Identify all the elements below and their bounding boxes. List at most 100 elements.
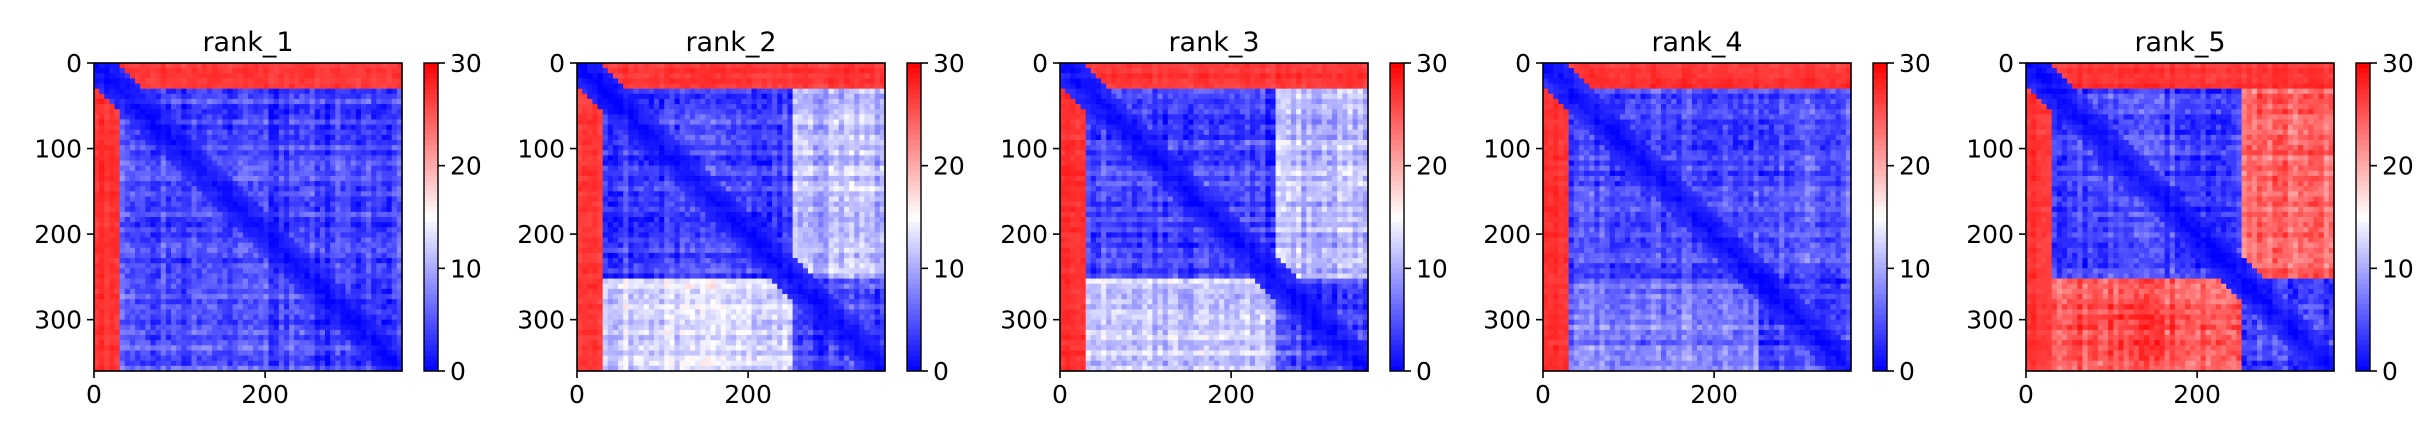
heatmap-cell (145, 186, 152, 192)
heatmap-cell (319, 109, 326, 115)
heatmap-cell (689, 73, 696, 79)
heatmap-cell (355, 294, 362, 300)
heatmap-cell (191, 186, 198, 192)
heatmap-cell (330, 227, 336, 233)
heatmap-cell (618, 68, 624, 74)
heatmap-cell (761, 93, 768, 100)
heatmap-cell (325, 175, 331, 182)
heatmap-cell (217, 273, 223, 280)
heatmap-cell (345, 165, 352, 172)
heatmap-cell (289, 211, 295, 218)
heatmap-cell (212, 252, 218, 259)
heatmap-cell (325, 134, 331, 141)
heatmap-cell (196, 350, 203, 357)
heatmap-cell (838, 83, 845, 90)
heatmap-cell (731, 129, 737, 136)
heatmap-cell (278, 88, 285, 95)
heatmap-cell (612, 73, 619, 79)
heatmap-cell (345, 252, 352, 259)
heatmap-cell (720, 124, 727, 131)
heatmap-cell (201, 222, 208, 228)
heatmap-cell (150, 345, 157, 352)
heatmap-cell (242, 294, 249, 300)
heatmap-cell (283, 227, 290, 233)
heatmap-cell (181, 201, 187, 208)
heatmap-cell (659, 114, 665, 121)
heatmap-cell (232, 242, 239, 249)
heatmap-cell (196, 98, 203, 105)
heatmap-cell (802, 83, 809, 90)
heatmap-cell (109, 360, 116, 367)
heatmap-cell (94, 232, 100, 239)
heatmap-cell (94, 252, 100, 259)
heatmap-cell (355, 191, 362, 198)
heatmap-cell (396, 150, 403, 156)
heatmap-cell (674, 129, 681, 136)
heatmap-cell (268, 211, 275, 218)
heatmap-cell (335, 222, 341, 228)
heatmap-cell (304, 319, 311, 326)
heatmap-cell (381, 252, 388, 259)
heatmap-cell (607, 134, 614, 141)
heatmap-cell (381, 109, 388, 115)
heatmap-cell (104, 165, 110, 172)
heatmap-cell (104, 278, 110, 285)
heatmap-cell (643, 124, 650, 131)
heatmap-cell (386, 329, 393, 336)
heatmap-cell (104, 175, 110, 182)
heatmap-cell (597, 145, 604, 151)
heatmap-cell (607, 63, 614, 69)
heatmap-cell (237, 319, 244, 326)
heatmap-cell (607, 93, 614, 100)
heatmap-cell (109, 247, 116, 254)
heatmap-cell (345, 365, 352, 372)
heatmap-cell (237, 268, 244, 275)
heatmap-cell (258, 150, 264, 156)
heatmap-cell (176, 98, 182, 105)
heatmap-cell (237, 283, 244, 290)
heatmap-cell (325, 191, 331, 198)
heatmap-cell (766, 68, 773, 74)
heatmap-cell (258, 165, 264, 172)
heatmap-cell (741, 98, 747, 105)
heatmap-cell (864, 88, 871, 95)
heatmap-cell (684, 170, 691, 177)
heatmap-cell (669, 140, 676, 146)
heatmap-cell (150, 247, 157, 254)
heatmap-cell (618, 140, 624, 146)
heatmap-cell (314, 329, 321, 336)
heatmap-cell (330, 211, 336, 218)
heatmap-cell (756, 63, 763, 69)
heatmap-cell (808, 124, 814, 131)
heatmap-cell (222, 119, 229, 126)
heatmap-cell (386, 268, 393, 275)
heatmap-cell (150, 114, 157, 121)
heatmap-cell (319, 129, 326, 136)
heatmap-cell (782, 104, 789, 110)
heatmap-cell (628, 134, 635, 141)
heatmap-cell (289, 181, 295, 187)
heatmap-cell (253, 242, 259, 249)
heatmap-cell (273, 242, 280, 249)
heatmap-cell (217, 134, 223, 141)
heatmap-cell (304, 237, 311, 244)
heatmap-cell (263, 360, 270, 367)
heatmap-cell (325, 217, 331, 223)
heatmap-cell (659, 165, 665, 172)
heatmap-cell (715, 78, 722, 85)
heatmap-cell (145, 294, 152, 300)
heatmap-cell (766, 88, 773, 95)
heatmap-cell (232, 170, 239, 177)
heatmap-cell (813, 73, 819, 79)
heatmap-cell (849, 78, 855, 85)
heatmap-cell (314, 268, 321, 275)
heatmap-cell (165, 114, 172, 121)
heatmap-cell (648, 104, 655, 110)
heatmap-cell (278, 129, 285, 136)
heatmap-cell (217, 201, 223, 208)
heatmap-cell (376, 278, 383, 285)
heatmap-cell (725, 93, 732, 100)
heatmap-cell (268, 324, 275, 331)
heatmap-cell (176, 294, 182, 300)
heatmap-cell (746, 170, 753, 177)
